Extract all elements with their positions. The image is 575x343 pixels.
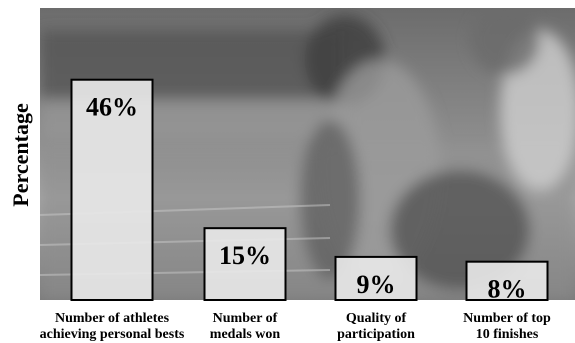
bar-4 [465,260,549,302]
data-label-3: 9% [357,270,396,299]
background-photo [40,8,575,300]
data-labels: 46% 15% 9% 8% [86,93,527,304]
category-label-4-line-2: 10 finishes [476,327,539,342]
category-label-3-line-2: participation [337,327,415,342]
category-label-3-line-1: Quality of [346,311,407,326]
bars [70,78,549,302]
data-label-2: 15% [219,241,271,270]
category-label-4-line-1: Number of top [463,311,551,326]
y-axis-label: Percentage [8,103,33,207]
category-label-1-line-1: Number of athletes [55,311,170,326]
data-label-4: 8% [488,275,527,304]
category-label-1-line-2: achieving personal bests [40,327,185,342]
category-label-2-line-2: medals won [210,327,281,342]
bar-3 [334,255,418,301]
bar-1 [70,78,154,302]
bar-2 [203,227,287,301]
data-label-1: 46% [86,93,138,122]
category-label-2-line-1: Number of [213,311,278,326]
